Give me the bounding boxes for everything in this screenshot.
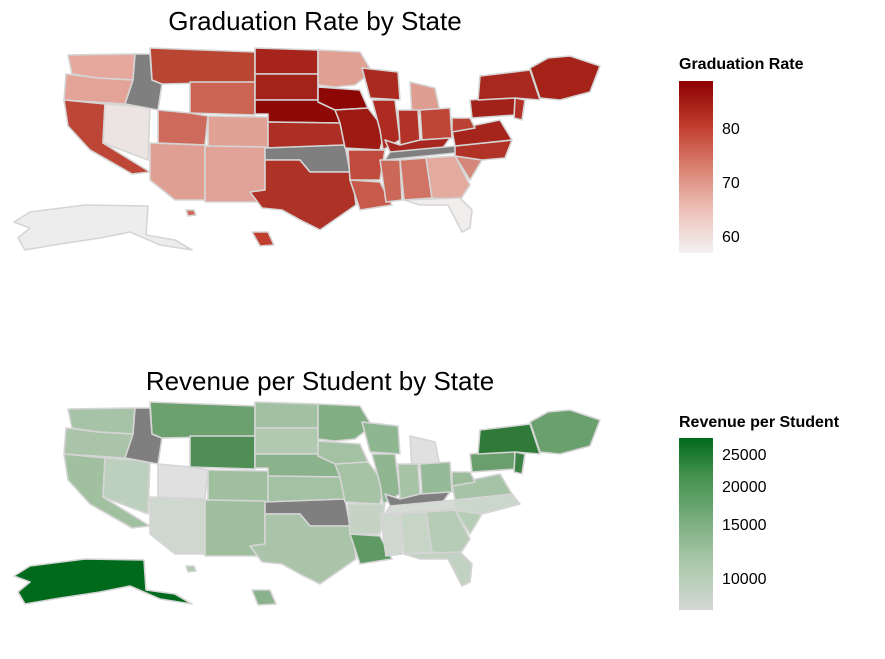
state-mississippi bbox=[379, 513, 403, 557]
graduation-rate-panel: Graduation Rate by State bbox=[13, 6, 804, 253]
state-arizona bbox=[149, 496, 206, 555]
state-hawaii bbox=[251, 589, 277, 606]
state-hawaii bbox=[251, 231, 275, 247]
state-ohio bbox=[419, 107, 453, 141]
state-hawaii-islands bbox=[185, 209, 197, 217]
state-south-dakota bbox=[254, 427, 319, 455]
state-arizona bbox=[149, 142, 206, 201]
revenue-per-student-map bbox=[13, 401, 601, 606]
state-new-england bbox=[529, 55, 601, 101]
state-florida bbox=[403, 197, 473, 233]
graduation-legend-title: Graduation Rate bbox=[679, 56, 804, 73]
state-new-jersey bbox=[513, 451, 526, 475]
state-mississippi bbox=[379, 159, 403, 203]
revenue-tick-20000: 20000 bbox=[722, 479, 767, 496]
state-arkansas bbox=[347, 149, 386, 181]
state-virginia bbox=[451, 119, 513, 147]
state-north-dakota bbox=[254, 47, 319, 75]
state-south-dakota bbox=[254, 73, 319, 101]
state-minnesota bbox=[317, 403, 373, 442]
state-texas bbox=[249, 159, 357, 231]
revenue-map-title: Revenue per Student by State bbox=[145, 366, 495, 396]
state-louisiana bbox=[349, 179, 393, 211]
state-wisconsin bbox=[361, 421, 401, 455]
state-georgia bbox=[425, 155, 471, 201]
state-wisconsin bbox=[361, 67, 401, 101]
state-arkansas bbox=[347, 503, 386, 535]
state-west-virginia bbox=[451, 471, 476, 487]
revenue-tick-10000: 10000 bbox=[722, 571, 767, 588]
state-virginia bbox=[451, 473, 513, 501]
state-indiana bbox=[397, 109, 421, 146]
revenue-tick-15000: 15000 bbox=[722, 517, 767, 534]
graduation-tick-70: 70 bbox=[722, 175, 740, 192]
state-hawaii-islands bbox=[185, 565, 197, 573]
state-alaska bbox=[13, 204, 193, 251]
state-montana bbox=[149, 47, 256, 85]
state-utah bbox=[157, 463, 209, 500]
state-west-virginia bbox=[451, 117, 476, 133]
graduation-color-bar bbox=[679, 81, 713, 253]
state-new-jersey bbox=[513, 97, 526, 121]
graduation-map-title: Graduation Rate by State bbox=[168, 6, 462, 36]
state-louisiana bbox=[349, 533, 393, 565]
state-colorado bbox=[207, 115, 269, 149]
state-wyoming bbox=[189, 435, 256, 470]
revenue-panel: Revenue per Student by State bbox=[0, 362, 885, 659]
state-kansas bbox=[267, 475, 346, 503]
state-north-dakota bbox=[254, 401, 319, 429]
state-florida bbox=[403, 551, 473, 587]
graduation-tick-80: 80 bbox=[722, 121, 740, 138]
state-new-york bbox=[477, 423, 541, 455]
state-georgia bbox=[425, 509, 471, 555]
state-wyoming bbox=[189, 81, 256, 116]
graduation-tick-60: 60 bbox=[722, 229, 740, 246]
graduation-rate-map bbox=[13, 47, 601, 251]
state-montana bbox=[149, 401, 256, 439]
state-new-england bbox=[529, 409, 601, 455]
state-alaska bbox=[13, 558, 193, 605]
revenue-legend-title: Revenue per Student bbox=[679, 414, 840, 431]
state-minnesota bbox=[317, 49, 373, 88]
state-new-york bbox=[477, 69, 541, 101]
state-ohio bbox=[419, 461, 453, 495]
state-colorado bbox=[207, 469, 269, 503]
state-texas bbox=[249, 513, 357, 585]
state-utah bbox=[157, 109, 209, 146]
state-kansas bbox=[267, 121, 346, 149]
revenue-tick-25000: 25000 bbox=[722, 447, 767, 464]
state-indiana bbox=[397, 463, 421, 500]
revenue-color-bar bbox=[679, 438, 713, 610]
